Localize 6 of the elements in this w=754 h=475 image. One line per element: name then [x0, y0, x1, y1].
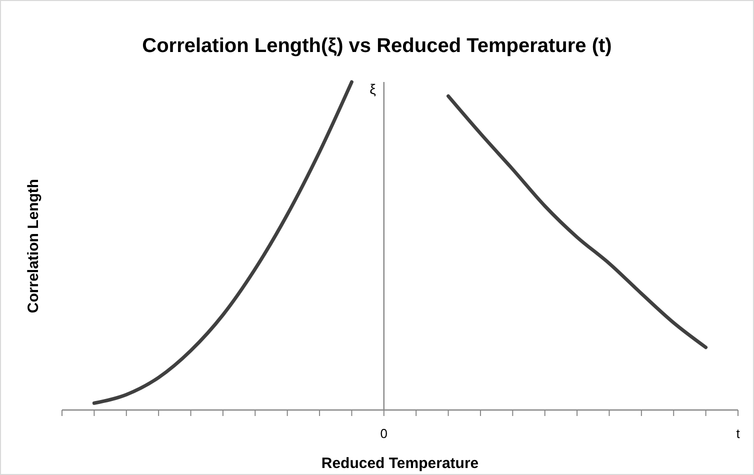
x-tick-label: t [736, 426, 740, 441]
y-axis-title: Correlation Length [25, 178, 42, 314]
chart-title: Correlation Length(ξ) vs Reduced Temperature (t) [142, 35, 612, 57]
x-tick-label: 0 [380, 426, 388, 441]
x-axis-title: Reduced Temperature [321, 455, 479, 472]
annotation: ξ [370, 81, 376, 97]
